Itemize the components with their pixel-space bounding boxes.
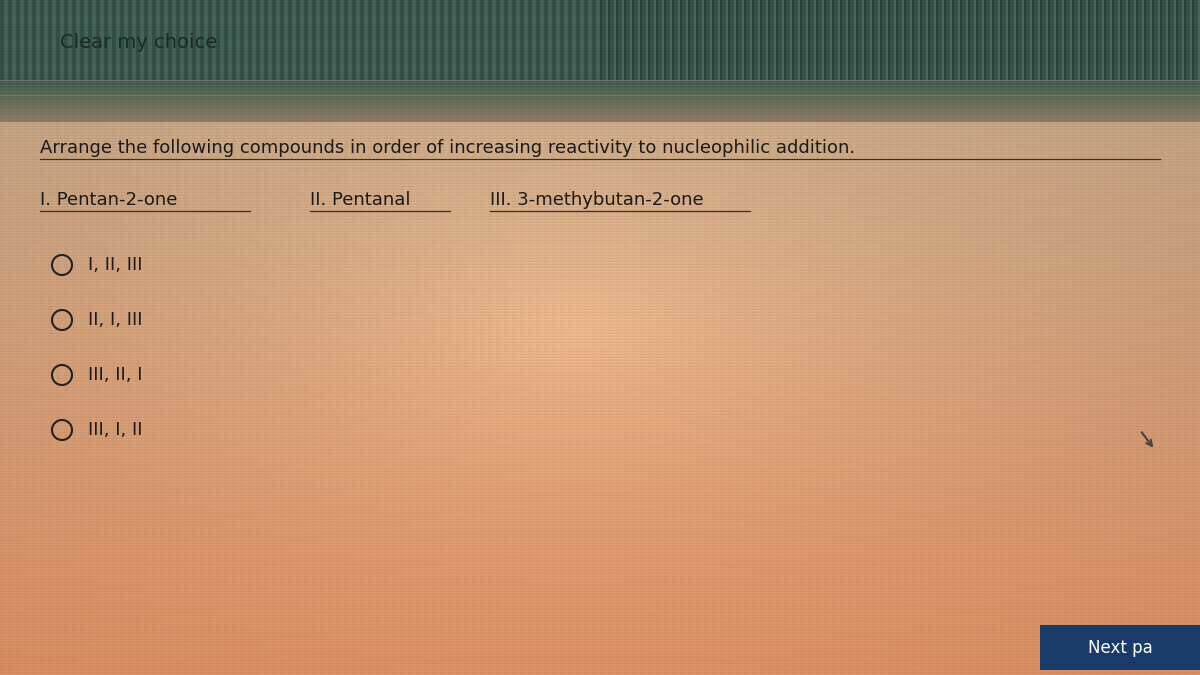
Text: II. Pentanal: II. Pentanal (310, 191, 410, 209)
Text: Next pa: Next pa (1087, 639, 1152, 657)
Text: Clear my choice: Clear my choice (60, 32, 217, 51)
Text: II, I, III: II, I, III (88, 311, 143, 329)
Text: Arrange the following compounds in order of increasing reactivity to nucleophili: Arrange the following compounds in order… (40, 139, 856, 157)
FancyBboxPatch shape (1040, 625, 1200, 670)
Text: I, II, III: I, II, III (88, 256, 143, 274)
Text: III, I, II: III, I, II (88, 421, 143, 439)
Text: III. 3-methybutan-2-one: III. 3-methybutan-2-one (490, 191, 703, 209)
Text: III, II, I: III, II, I (88, 366, 143, 384)
Text: I. Pentan-2-one: I. Pentan-2-one (40, 191, 178, 209)
